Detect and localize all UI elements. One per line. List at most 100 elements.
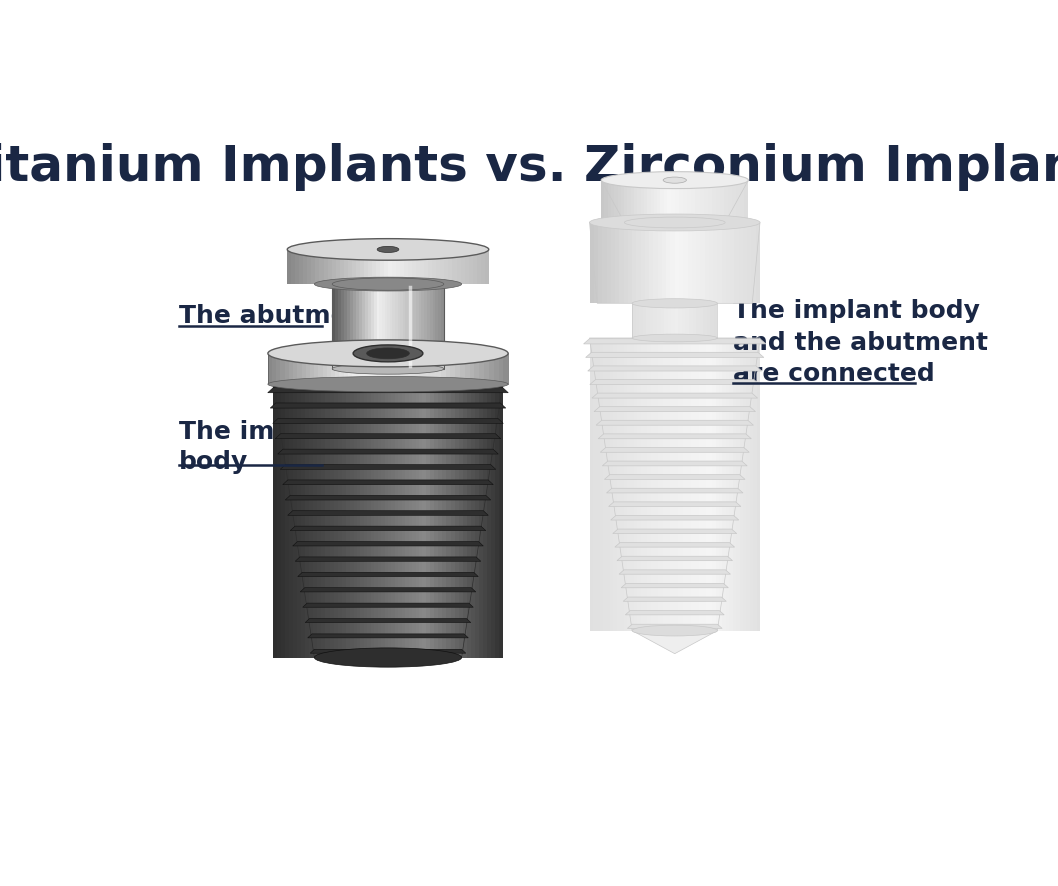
Polygon shape — [412, 385, 416, 657]
Polygon shape — [647, 181, 651, 223]
Ellipse shape — [268, 340, 508, 368]
Polygon shape — [698, 338, 701, 631]
Polygon shape — [384, 250, 388, 284]
Polygon shape — [614, 338, 617, 631]
Polygon shape — [303, 603, 473, 608]
Polygon shape — [353, 385, 357, 657]
Polygon shape — [384, 385, 388, 657]
Polygon shape — [378, 385, 381, 657]
Polygon shape — [370, 385, 375, 657]
Polygon shape — [625, 611, 725, 615]
Polygon shape — [473, 250, 477, 284]
Ellipse shape — [353, 346, 423, 362]
Polygon shape — [385, 284, 387, 369]
Polygon shape — [371, 284, 373, 369]
Polygon shape — [743, 338, 746, 631]
Polygon shape — [396, 250, 400, 284]
Polygon shape — [387, 284, 389, 369]
Polygon shape — [471, 385, 475, 657]
Polygon shape — [309, 385, 313, 657]
Polygon shape — [326, 385, 329, 657]
Polygon shape — [438, 385, 442, 657]
Polygon shape — [421, 284, 424, 369]
Polygon shape — [637, 181, 641, 223]
Polygon shape — [395, 385, 398, 657]
Polygon shape — [660, 338, 662, 631]
Polygon shape — [416, 284, 419, 369]
Polygon shape — [474, 354, 479, 385]
Polygon shape — [651, 181, 654, 223]
Polygon shape — [286, 496, 491, 501]
Polygon shape — [733, 338, 736, 631]
Polygon shape — [726, 223, 730, 304]
Polygon shape — [320, 250, 324, 284]
Polygon shape — [400, 284, 403, 369]
Polygon shape — [728, 181, 732, 223]
Polygon shape — [371, 250, 376, 284]
Polygon shape — [504, 354, 508, 385]
Polygon shape — [277, 449, 498, 455]
Polygon shape — [402, 385, 405, 657]
Polygon shape — [341, 284, 344, 369]
Polygon shape — [378, 354, 381, 385]
Polygon shape — [683, 181, 688, 223]
Polygon shape — [398, 354, 402, 385]
Polygon shape — [305, 618, 471, 623]
Polygon shape — [623, 338, 627, 631]
Polygon shape — [736, 181, 741, 223]
Polygon shape — [753, 338, 756, 631]
Polygon shape — [675, 181, 679, 223]
Polygon shape — [596, 421, 753, 425]
Polygon shape — [368, 284, 371, 369]
Polygon shape — [470, 354, 474, 385]
Polygon shape — [686, 304, 689, 338]
Polygon shape — [288, 250, 489, 284]
Polygon shape — [671, 304, 675, 338]
Polygon shape — [299, 250, 304, 284]
Polygon shape — [377, 284, 380, 369]
Polygon shape — [709, 338, 712, 631]
Polygon shape — [353, 284, 355, 369]
Polygon shape — [660, 304, 664, 338]
Polygon shape — [355, 284, 359, 369]
Polygon shape — [388, 385, 391, 657]
Polygon shape — [306, 354, 310, 385]
Polygon shape — [273, 419, 504, 424]
Polygon shape — [743, 223, 747, 304]
Polygon shape — [598, 223, 602, 304]
Polygon shape — [673, 338, 676, 631]
Polygon shape — [650, 223, 654, 304]
Ellipse shape — [377, 247, 399, 253]
Polygon shape — [667, 223, 671, 304]
Polygon shape — [636, 304, 639, 338]
Polygon shape — [667, 181, 671, 223]
Polygon shape — [433, 250, 436, 284]
Polygon shape — [368, 250, 371, 284]
Polygon shape — [313, 385, 317, 657]
Polygon shape — [624, 181, 627, 223]
Polygon shape — [734, 223, 738, 304]
Polygon shape — [634, 181, 637, 223]
Polygon shape — [331, 354, 335, 385]
Polygon shape — [436, 250, 440, 284]
Polygon shape — [344, 250, 348, 284]
Polygon shape — [678, 338, 680, 631]
Polygon shape — [342, 385, 346, 657]
Polygon shape — [376, 250, 380, 284]
Polygon shape — [411, 354, 415, 385]
Text: The implant
body: The implant body — [179, 419, 348, 473]
Polygon shape — [317, 385, 322, 657]
Polygon shape — [289, 385, 293, 657]
Polygon shape — [335, 250, 340, 284]
Polygon shape — [365, 284, 368, 369]
Polygon shape — [388, 250, 393, 284]
Polygon shape — [607, 181, 612, 223]
Polygon shape — [394, 354, 398, 385]
Polygon shape — [453, 250, 456, 284]
Polygon shape — [654, 304, 657, 338]
Polygon shape — [408, 284, 411, 369]
Polygon shape — [364, 385, 367, 657]
Polygon shape — [724, 181, 728, 223]
Polygon shape — [458, 385, 462, 657]
Polygon shape — [707, 338, 709, 631]
